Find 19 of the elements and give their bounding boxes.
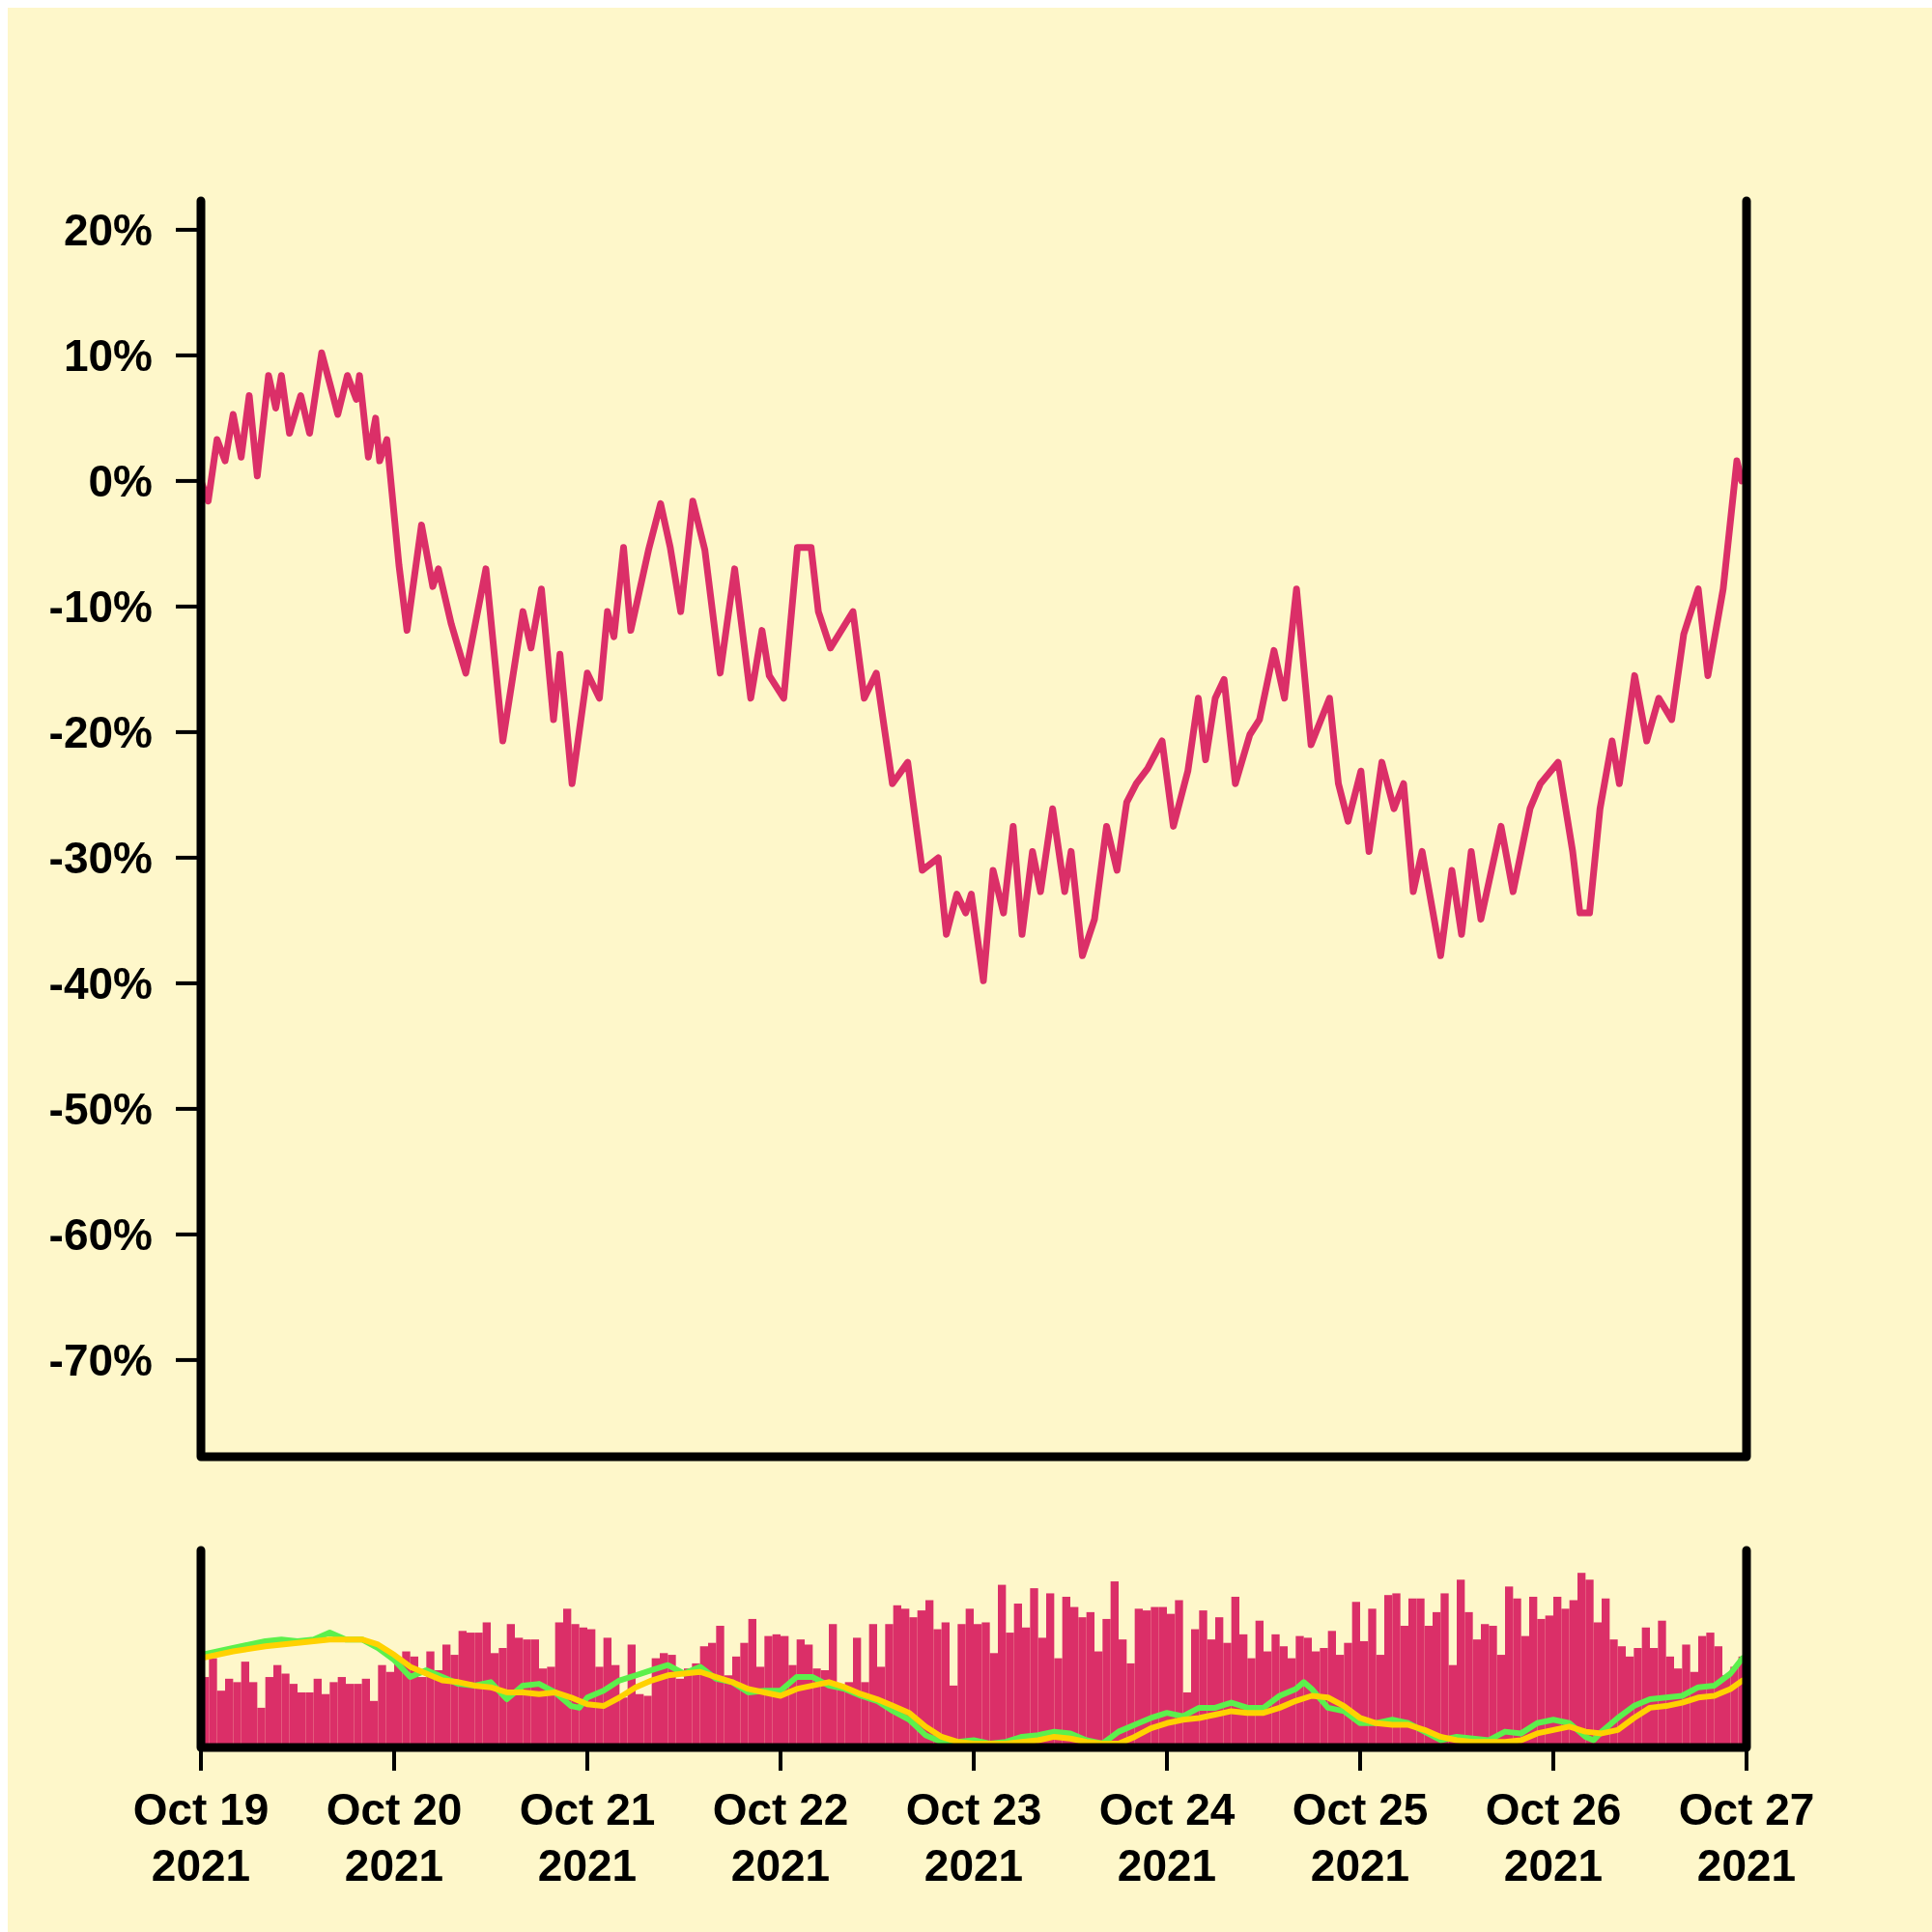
x-tick-label: Oct 24 2021 (1098, 1784, 1236, 1890)
y-tick-label: -40% (48, 958, 153, 1009)
x-tick-label: Oct 22 2021 (712, 1784, 849, 1890)
y-tick-label: -50% (48, 1084, 153, 1134)
x-tick-label: Oct 20 2021 (326, 1784, 463, 1890)
y-tick-label: 10% (63, 330, 153, 381)
y-tick-label: -20% (48, 707, 153, 757)
x-tick-label: Oct 26 2021 (1485, 1784, 1622, 1890)
y-tick-label: 0% (88, 456, 153, 506)
y-tick-label: -60% (48, 1209, 153, 1260)
y-tick-label: -10% (48, 582, 153, 632)
y-tick-label: -30% (48, 833, 153, 883)
x-tick-label: Oct 27 2021 (1678, 1784, 1815, 1890)
x-tick-label: Oct 25 2021 (1292, 1784, 1429, 1890)
y-tick-label: -70% (48, 1335, 153, 1385)
x-tick-label: Oct 21 2021 (519, 1784, 656, 1890)
x-tick-label: Oct 23 2021 (905, 1784, 1042, 1890)
x-tick-label: Oct 19 2021 (132, 1784, 270, 1890)
y-tick-label: 20% (63, 205, 153, 255)
